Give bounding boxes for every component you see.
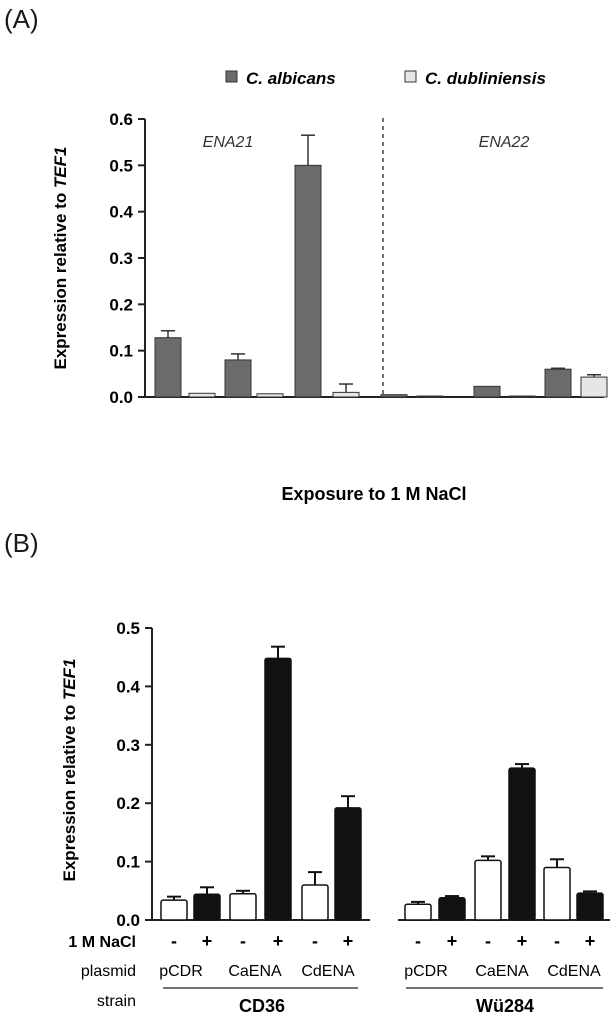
nacl-sign: - bbox=[171, 931, 177, 951]
bar-a bbox=[544, 368, 572, 398]
nacl-sign: - bbox=[415, 931, 421, 951]
bar-a bbox=[154, 337, 182, 398]
bar-a bbox=[380, 394, 408, 398]
bar-b bbox=[404, 903, 432, 921]
row-label-strain: strain bbox=[97, 993, 136, 1010]
region-label-ena22: ENA22 bbox=[479, 134, 530, 151]
nacl-sign: + bbox=[447, 931, 458, 951]
bar-a bbox=[580, 376, 608, 398]
bar-b bbox=[301, 884, 329, 921]
bar-a bbox=[294, 164, 322, 398]
bar-b bbox=[229, 892, 257, 921]
bar-b bbox=[160, 899, 188, 921]
bar-b bbox=[474, 859, 502, 921]
bar-a bbox=[508, 395, 536, 398]
y-tick-label-a: 0.0 bbox=[109, 388, 133, 407]
bar-b bbox=[438, 897, 466, 921]
nacl-sign: - bbox=[485, 931, 491, 951]
nacl-sign: - bbox=[554, 931, 560, 951]
y-tick-label-a: 0.6 bbox=[109, 110, 133, 129]
bar-b bbox=[543, 866, 571, 921]
bar-a bbox=[332, 391, 360, 398]
y-tick-label-a: 0.5 bbox=[109, 156, 133, 175]
y-tick-label-a: 0.4 bbox=[109, 203, 133, 222]
bar-b bbox=[508, 767, 536, 921]
y-axis-label-b: Expression relative to TEF1 bbox=[60, 659, 79, 882]
y-tick-label-a: 0.3 bbox=[109, 249, 133, 268]
legend-label-dubliniensis: C. dubliniensis bbox=[425, 69, 546, 88]
plasmid-label-cd36-pcdr: pCDR bbox=[159, 963, 203, 980]
y-tick-label-b: 0.5 bbox=[116, 619, 140, 638]
nacl-sign: + bbox=[343, 931, 354, 951]
row-label-plasmid: plasmid bbox=[81, 963, 136, 980]
legend-swatch-albicans bbox=[225, 70, 238, 83]
bar-b bbox=[334, 807, 362, 921]
plasmid-label-wu284-cdena: CdENA bbox=[547, 963, 601, 980]
bar-a bbox=[188, 392, 216, 398]
nacl-sign: + bbox=[202, 931, 213, 951]
nacl-sign: + bbox=[517, 931, 528, 951]
y-tick-label-b: 0.0 bbox=[116, 911, 140, 930]
region-label-ena21: ENA21 bbox=[203, 134, 254, 151]
plasmid-label-wu284-pcdr: pCDR bbox=[404, 963, 448, 980]
legend-label-albicans: C. albicans bbox=[246, 69, 336, 88]
plasmid-label-cd36-caena: CaENA bbox=[228, 963, 282, 980]
bar-a bbox=[416, 395, 444, 398]
strain-label-cd36: CD36 bbox=[239, 996, 285, 1016]
bar-b bbox=[264, 657, 292, 921]
y-tick-label-b: 0.2 bbox=[116, 794, 140, 813]
x-axis-label-a: Exposure to 1 M NaCl bbox=[281, 484, 466, 504]
y-tick-label-b: 0.3 bbox=[116, 736, 140, 755]
panel-a-label: (A) bbox=[4, 4, 39, 34]
y-tick-label-b: 0.1 bbox=[116, 853, 140, 872]
nacl-sign: - bbox=[240, 931, 246, 951]
bar-a bbox=[256, 393, 284, 398]
plasmid-label-wu284-caena: CaENA bbox=[475, 963, 529, 980]
y-tick-label-b: 0.4 bbox=[116, 677, 140, 696]
y-axis-label-a: Expression relative to TEF1 bbox=[51, 147, 70, 370]
panel-b-label: (B) bbox=[4, 528, 39, 558]
bar-a bbox=[224, 359, 252, 398]
bar-b bbox=[576, 892, 604, 921]
bar-b bbox=[193, 893, 221, 921]
chart-a: C. albicans C. dubliniensis ENA21 ENA22 … bbox=[51, 69, 608, 504]
plasmid-label-cd36-cdena: CdENA bbox=[301, 963, 355, 980]
bar-a bbox=[473, 385, 501, 398]
y-tick-label-a: 0.2 bbox=[109, 295, 133, 314]
nacl-sign: + bbox=[585, 931, 596, 951]
y-tick-label-a: 0.1 bbox=[109, 342, 133, 361]
nacl-sign: - bbox=[312, 931, 318, 951]
strain-label-wu284: Wü284 bbox=[476, 996, 534, 1016]
nacl-sign: + bbox=[273, 931, 284, 951]
row-label-nacl: 1 M NaCl bbox=[68, 934, 136, 951]
legend-swatch-dubliniensis bbox=[404, 70, 417, 83]
